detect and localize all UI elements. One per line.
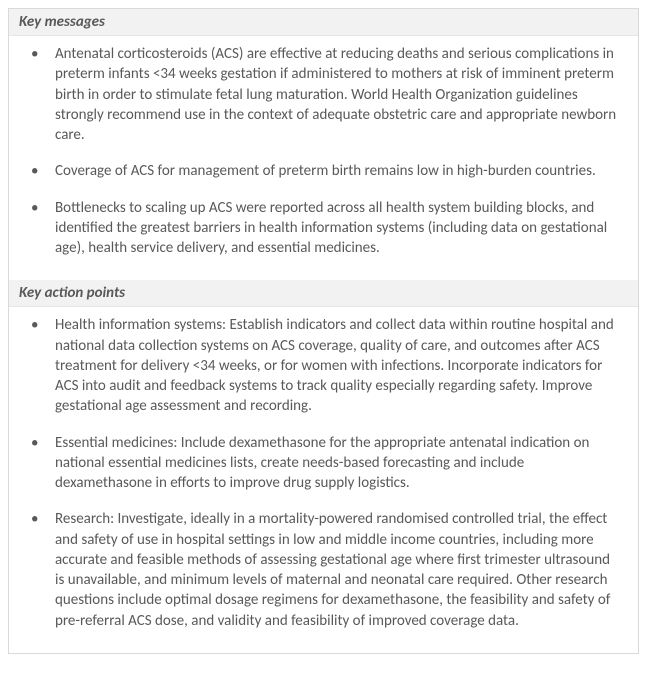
section-header-key-action-points: Key action points <box>9 280 638 307</box>
section-header-label: Key messages <box>19 13 105 31</box>
info-panel: Key messages Antenatal corticosteroids (… <box>8 8 639 654</box>
list-item: Research: Investigate, ideally in a mort… <box>27 509 620 631</box>
list-item-text: Health information systems: Establish in… <box>55 316 614 415</box>
section-header-label: Key action points <box>19 284 125 302</box>
list-item-text: Bottlenecks to scaling up ACS were repor… <box>55 199 607 258</box>
list-item-text: Research: Investigate, ideally in a mort… <box>55 510 610 629</box>
list-item: Coverage of ACS for management of preter… <box>27 161 620 181</box>
list-item-text: Coverage of ACS for management of preter… <box>55 162 596 180</box>
list-item: Essential medicines: Include dexamethaso… <box>27 433 620 494</box>
key-action-points-list: Health information systems: Establish in… <box>9 315 638 653</box>
list-item: Health information systems: Establish in… <box>27 315 620 416</box>
list-item-text: Antenatal corticosteroids (ACS) are effe… <box>55 45 616 144</box>
list-item-text: Essential medicines: Include dexamethaso… <box>55 434 589 493</box>
list-item: Antenatal corticosteroids (ACS) are effe… <box>27 44 620 145</box>
section-header-key-messages: Key messages <box>9 9 638 36</box>
list-item: Bottlenecks to scaling up ACS were repor… <box>27 198 620 259</box>
key-messages-list: Antenatal corticosteroids (ACS) are effe… <box>9 44 638 280</box>
